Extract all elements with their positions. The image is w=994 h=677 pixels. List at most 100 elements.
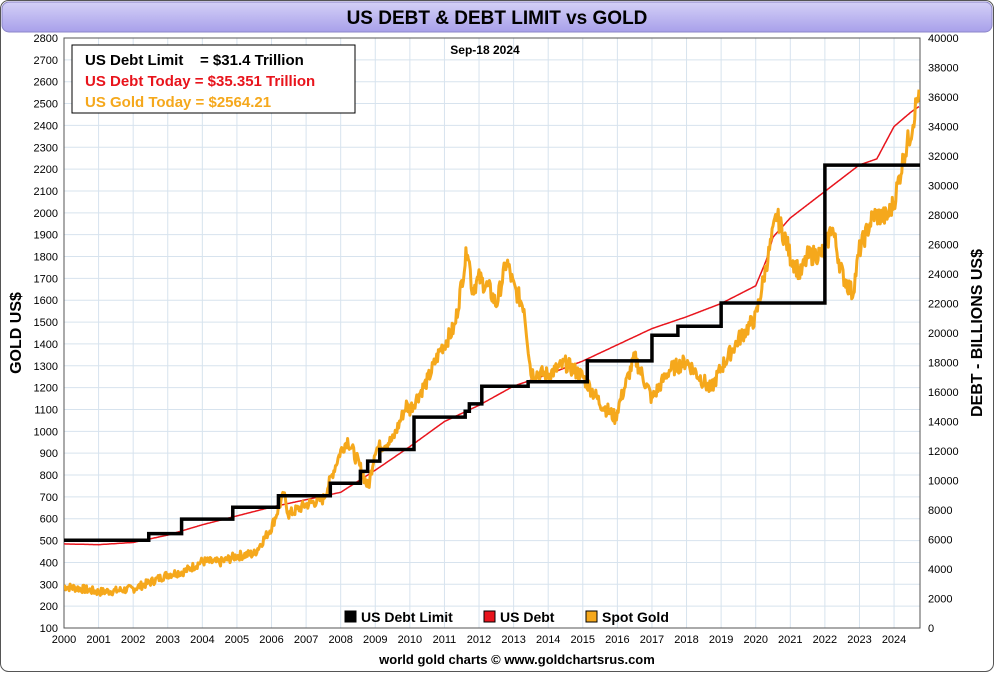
- left-tick-label: 600: [40, 514, 58, 526]
- x-tick-label: 2012: [467, 634, 491, 646]
- x-tick-label: 2018: [674, 634, 698, 646]
- left-tick-label: 2000: [34, 208, 58, 220]
- right-tick-label: 30000: [928, 181, 959, 193]
- x-tick-label: 2020: [743, 634, 767, 646]
- legend-swatch-us-debt: [483, 610, 496, 623]
- left-tick-label: 800: [40, 470, 58, 482]
- x-tick-label: 2011: [433, 634, 457, 646]
- left-tick-label: 1500: [34, 317, 58, 329]
- left-tick-label: 900: [40, 448, 58, 460]
- series-line-us-debt: [64, 105, 920, 546]
- left-axis-label: GOLD US$: [8, 292, 25, 374]
- x-tick-label: 2004: [190, 634, 214, 646]
- left-tick-label: 500: [40, 536, 58, 548]
- legend-swatch-us-debt-limit: [344, 610, 357, 623]
- right-tick-label: 26000: [928, 240, 959, 252]
- x-tick-label: 2016: [605, 634, 629, 646]
- x-tick-label: 2002: [121, 634, 145, 646]
- series-line-spot-gold: [64, 89, 920, 597]
- right-tick-label: 28000: [928, 210, 959, 222]
- x-tick-label: 2003: [156, 634, 180, 646]
- left-tick-label: 1400: [34, 339, 58, 351]
- x-tick-label: 2021: [778, 634, 802, 646]
- x-tick-label: 2022: [813, 634, 837, 646]
- left-tick-label: 1900: [34, 230, 58, 242]
- left-tick-label: 2800: [34, 33, 58, 45]
- right-tick-label: 8000: [928, 505, 952, 517]
- left-tick-label: 2600: [34, 77, 58, 89]
- left-axis-ticks: 100 200 300 400 500 600 700 800 900 1000 1100 1200 1…: [34, 33, 58, 635]
- left-tick-label: 1100: [34, 404, 58, 416]
- x-tick-label: 2014: [536, 634, 560, 646]
- x-tick-label: 2010: [398, 634, 422, 646]
- right-tick-label: 40000: [928, 33, 959, 45]
- right-tick-label: 12000: [928, 446, 959, 458]
- info-gold-today: US Gold Today = $2564.21: [85, 94, 271, 111]
- left-tick-label: 2400: [34, 120, 58, 132]
- left-tick-label: 2100: [34, 186, 58, 198]
- legend-swatch-spot-gold: [585, 610, 598, 623]
- right-tick-label: 6000: [928, 535, 952, 547]
- x-tick-label: 2001: [86, 634, 110, 646]
- left-tick-label: 700: [40, 492, 58, 504]
- right-tick-label: 22000: [928, 299, 959, 311]
- info-debt-limit: US Debt Limit = $31.4 Trillion: [85, 52, 304, 69]
- x-tick-label: 2023: [847, 634, 871, 646]
- left-tick-label: 2200: [34, 164, 58, 176]
- title-bar: [1, 1, 993, 33]
- info-box-frame: [71, 44, 356, 114]
- right-tick-label: 14000: [928, 417, 959, 429]
- right-tick-label: 20000: [928, 328, 959, 340]
- x-tick-label: 2006: [259, 634, 283, 646]
- x-tick-label: 2000: [52, 634, 76, 646]
- legend-label-us-debt: US Debt: [500, 609, 555, 625]
- left-tick-label: 2700: [34, 55, 58, 67]
- legend-label-us-debt-limit: US Debt Limit: [361, 609, 453, 625]
- left-tick-label: 2300: [34, 142, 58, 154]
- x-tick-label: 2019: [709, 634, 733, 646]
- left-tick-label: 1700: [34, 273, 58, 285]
- x-axis-ticks: 2000 2001 2002 2003 2004 2005 2006 2007 2008 2009…: [52, 634, 907, 646]
- right-tick-label: 2000: [928, 594, 952, 606]
- left-tick-label: 300: [40, 579, 58, 591]
- left-tick-label: 400: [40, 557, 58, 569]
- right-tick-label: 18000: [928, 358, 959, 370]
- x-tick-label: 2015: [571, 634, 595, 646]
- left-tick-label: 1000: [34, 426, 58, 438]
- left-tick-label: 1800: [34, 252, 58, 264]
- legend: US Debt Limit US Debt Spot Gold: [344, 609, 669, 625]
- left-tick-label: 200: [40, 601, 58, 613]
- right-axis-ticks: 0 2000 4000 6000 8000 10000 12000 14000 16000 180…: [928, 33, 959, 635]
- x-tick-label: 2007: [294, 634, 318, 646]
- right-tick-label: 4000: [928, 564, 952, 576]
- left-tick-label: 2500: [34, 99, 58, 111]
- right-tick-label: 24000: [928, 269, 959, 281]
- legend-label-spot-gold: Spot Gold: [602, 609, 669, 625]
- right-tick-label: 0: [928, 623, 934, 635]
- x-tick-label: 2013: [501, 634, 525, 646]
- series-line-us-debt-limit: [64, 163, 920, 542]
- chart-footer: world gold charts © www.goldchartsrus.co…: [378, 652, 655, 667]
- right-tick-label: 32000: [928, 151, 959, 163]
- x-tick-label: 2009: [363, 634, 387, 646]
- right-tick-label: 36000: [928, 92, 959, 104]
- chart-title: US DEBT & DEBT LIMIT vs GOLD: [347, 8, 648, 29]
- left-tick-label: 1300: [34, 361, 58, 373]
- x-tick-label: 2008: [328, 634, 352, 646]
- x-tick-label: 2024: [882, 634, 906, 646]
- left-tick-label: 1600: [34, 295, 58, 307]
- right-tick-label: 38000: [928, 63, 959, 75]
- right-axis-label: DEBT - BILLIONS US$: [969, 249, 986, 417]
- x-tick-label: 2005: [225, 634, 249, 646]
- date-stamp: Sep-18 2024: [450, 43, 520, 57]
- left-tick-label: 1200: [34, 383, 58, 395]
- info-debt-today: US Debt Today = $35.351 Trillion: [85, 73, 315, 90]
- info-box: US Debt Limit = $31.4 Trillion US Debt T…: [71, 44, 356, 114]
- plot-area: [63, 37, 921, 629]
- x-tick-label: 2017: [640, 634, 664, 646]
- right-tick-label: 34000: [928, 122, 959, 134]
- right-tick-label: 10000: [928, 476, 959, 488]
- left-tick-label: 100: [40, 623, 58, 635]
